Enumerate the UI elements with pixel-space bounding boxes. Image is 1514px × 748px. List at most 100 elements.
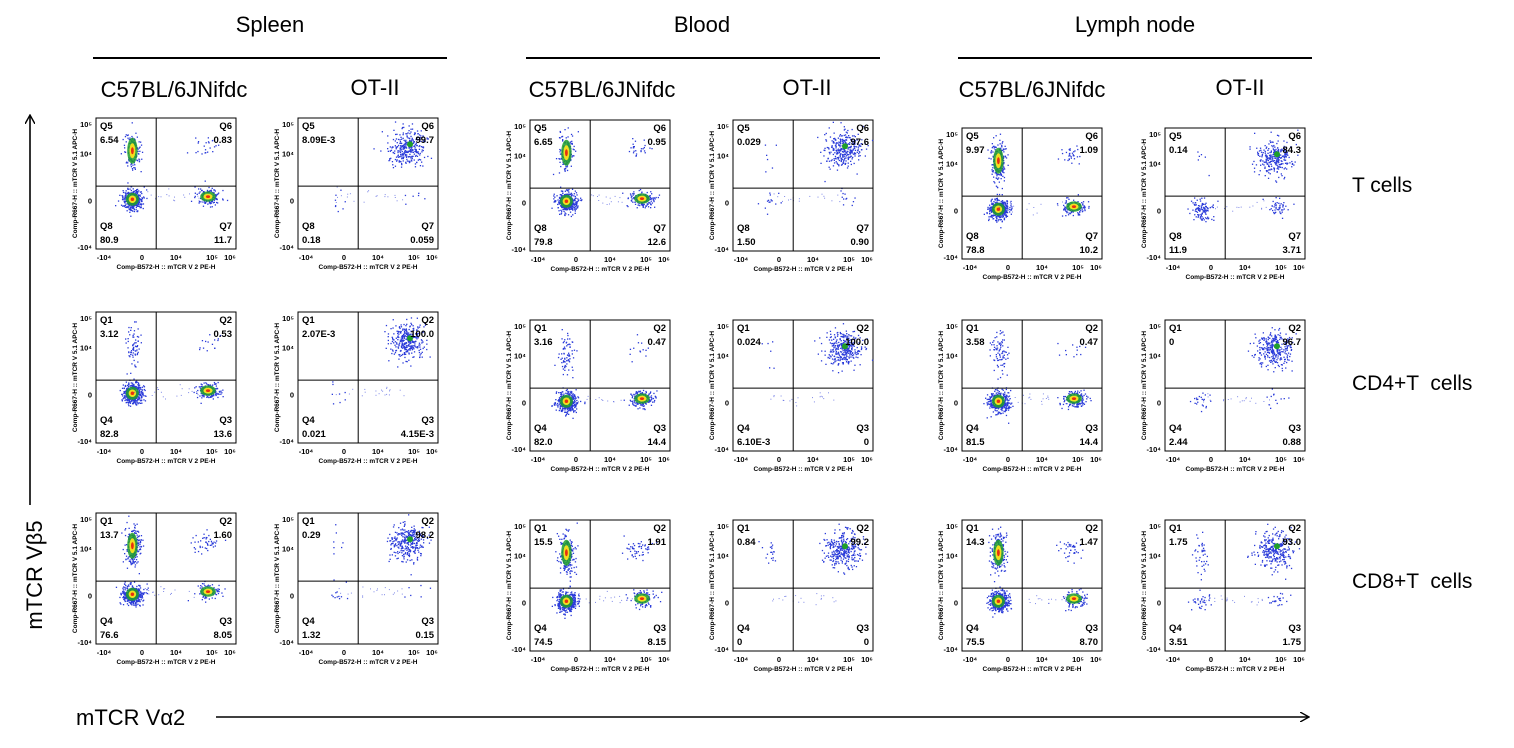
event-dot	[1069, 152, 1071, 155]
strain-header-spleen-ot2: OT-II	[350, 75, 400, 100]
event-dot	[1264, 167, 1266, 169]
event-dot	[847, 150, 849, 153]
y-tick-label: -10⁴	[279, 437, 294, 446]
event-dot	[140, 191, 142, 193]
event-dot	[217, 202, 219, 204]
event-dot	[125, 395, 127, 397]
event-dot	[127, 206, 129, 208]
event-dot	[405, 203, 407, 205]
event-dot	[407, 150, 409, 152]
event-dot	[138, 393, 140, 395]
event-dot	[1198, 209, 1200, 211]
event-dot	[397, 150, 399, 152]
event-dot	[833, 148, 835, 150]
event-dot	[416, 161, 418, 164]
event-dot	[834, 155, 837, 158]
event-dot	[128, 385, 130, 388]
event-dot	[194, 387, 196, 389]
event-dot	[205, 340, 207, 343]
event-dot	[399, 151, 401, 153]
event-dot	[1281, 217, 1284, 219]
event-dot	[1270, 154, 1272, 156]
event-dot	[155, 197, 157, 199]
event-dot	[998, 177, 1000, 179]
event-dot	[767, 199, 770, 201]
event-dot	[580, 400, 582, 403]
event-dot	[401, 335, 403, 337]
event-dot	[405, 342, 407, 344]
event-dot	[778, 192, 780, 194]
event-dot	[138, 161, 141, 163]
x-tick-label: 10⁴	[604, 255, 616, 264]
event-dot	[405, 142, 407, 144]
event-dot	[1283, 159, 1285, 161]
event-dot	[135, 206, 137, 209]
event-dot	[997, 144, 999, 146]
event-dot	[408, 130, 410, 132]
event-dot	[410, 147, 413, 149]
event-dot	[197, 141, 200, 143]
event-dot	[841, 196, 843, 198]
event-dot	[1267, 149, 1269, 151]
event-dot	[836, 151, 838, 154]
event-dot	[415, 138, 417, 141]
event-dot	[770, 200, 772, 202]
event-dot	[575, 192, 578, 194]
event-dot	[416, 336, 418, 338]
event-dot	[995, 171, 997, 173]
quadrant-value: 10.2	[1080, 245, 1099, 256]
event-dot	[416, 346, 418, 348]
event-dot	[409, 151, 412, 153]
event-dot	[1007, 208, 1009, 210]
event-dot	[126, 384, 129, 387]
event-dot	[992, 202, 994, 205]
event-dot	[218, 391, 221, 393]
event-dot	[621, 201, 623, 203]
event-dot	[570, 394, 572, 396]
event-dot	[198, 386, 200, 388]
event-dot	[575, 204, 578, 206]
event-dot	[996, 175, 998, 177]
event-dot	[200, 402, 202, 404]
event-dot	[398, 326, 401, 329]
event-dot	[1275, 160, 1278, 162]
event-dot	[577, 200, 579, 202]
event-dot	[1283, 140, 1285, 142]
event-dot	[1007, 154, 1009, 156]
event-dot	[573, 149, 575, 151]
event-dot	[646, 204, 648, 206]
event-dot	[849, 151, 851, 153]
event-dot	[1266, 155, 1268, 157]
event-dot	[408, 147, 411, 149]
event-dot	[837, 157, 840, 159]
event-dot	[1266, 157, 1268, 159]
event-dot	[642, 206, 644, 208]
event-dot	[1067, 209, 1069, 211]
event-dot	[403, 323, 405, 326]
event-dot	[850, 155, 852, 157]
event-dot	[215, 197, 217, 199]
event-dot	[574, 212, 576, 214]
quadrant-value: 0.021	[302, 429, 326, 440]
event-dot	[631, 196, 633, 198]
event-dot	[565, 213, 567, 215]
event-dot	[1272, 148, 1274, 150]
event-dot	[844, 152, 846, 154]
event-dot	[558, 409, 560, 412]
event-dot	[851, 204, 853, 207]
event-dot	[1009, 208, 1011, 211]
event-dot	[572, 148, 574, 150]
event-dot	[140, 171, 142, 173]
event-dot	[412, 341, 415, 344]
x-tick-label: 10⁵	[408, 447, 420, 456]
event-dot	[128, 355, 130, 357]
event-dot	[160, 196, 162, 198]
event-dot	[1287, 154, 1289, 156]
event-dot	[429, 356, 431, 358]
event-dot	[332, 403, 335, 405]
event-dot	[408, 352, 410, 354]
event-dot	[387, 196, 389, 198]
event-dot	[141, 396, 143, 398]
event-dot	[574, 410, 576, 412]
event-dot	[637, 204, 639, 206]
